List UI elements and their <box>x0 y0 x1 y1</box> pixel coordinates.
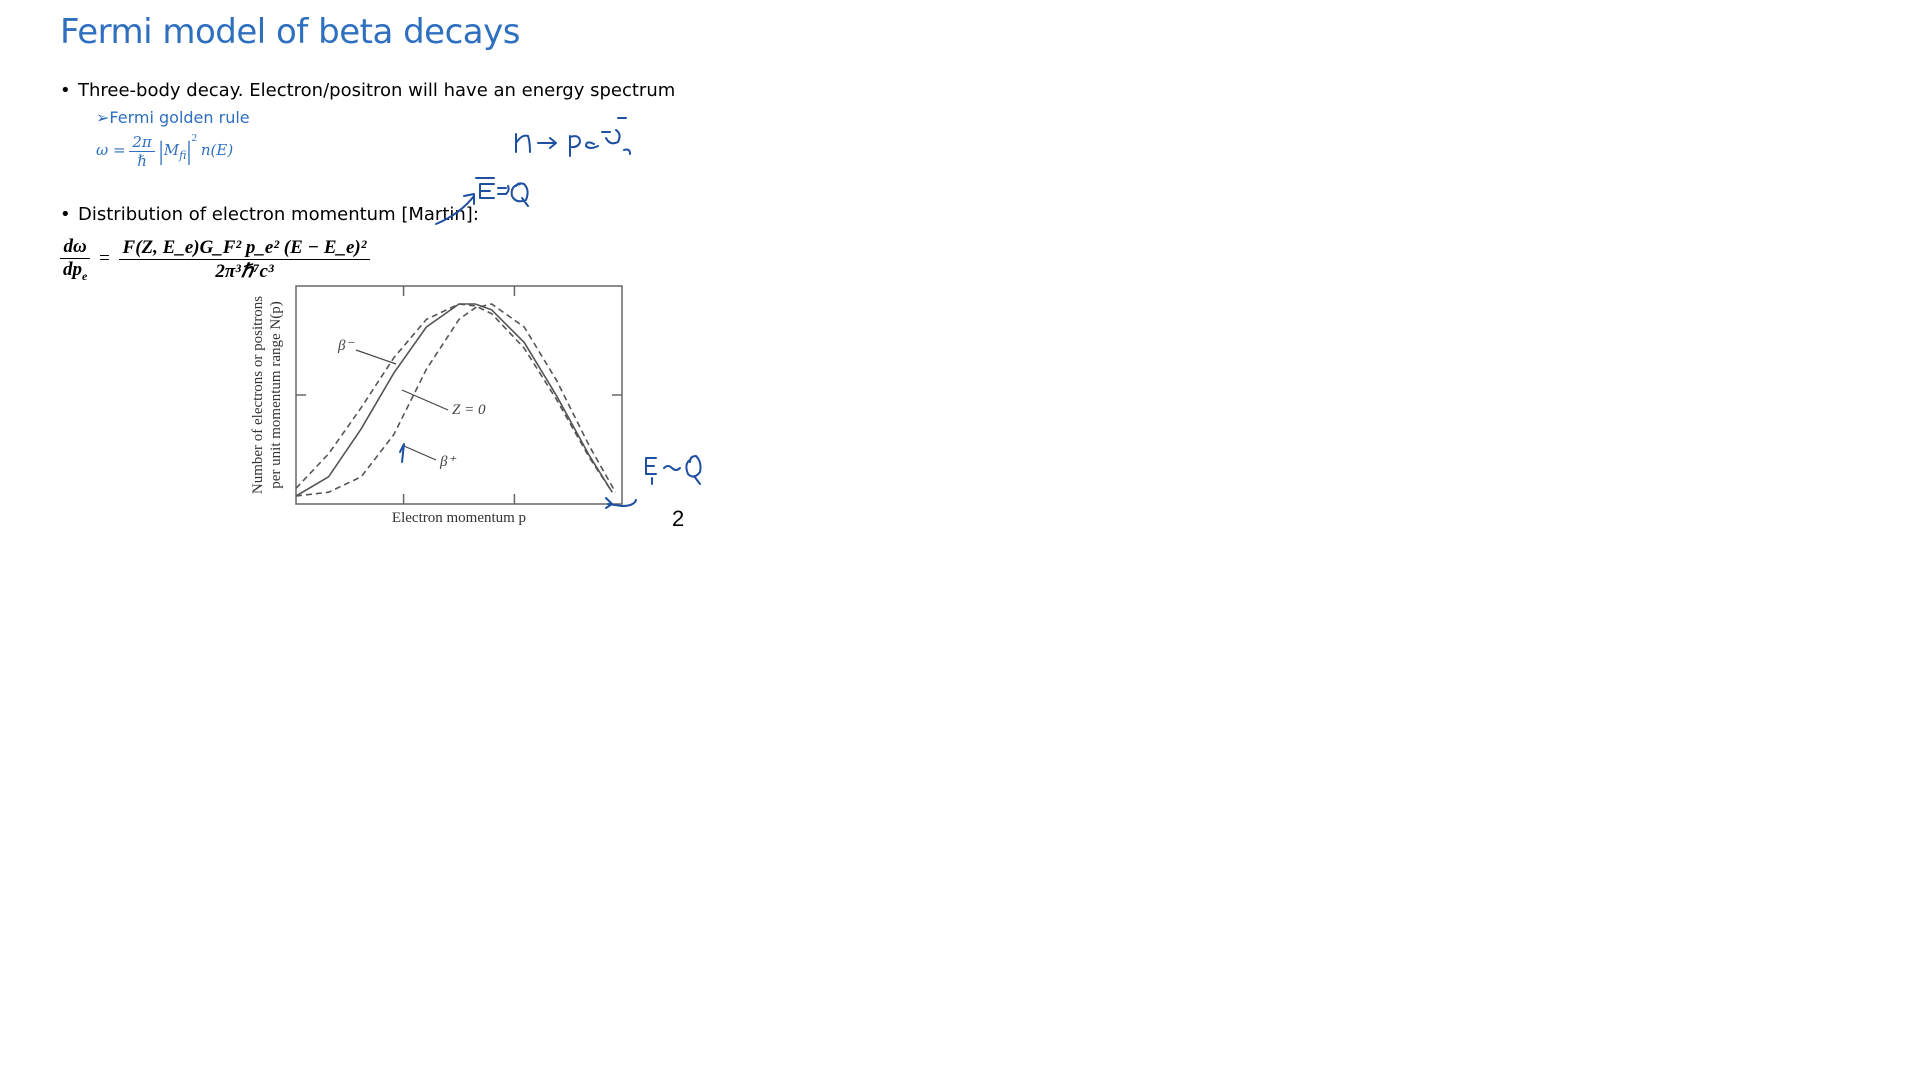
dist-rhs-den: 2π³ℏ⁷c³ <box>215 260 274 282</box>
bullet-dot: • <box>60 204 71 225</box>
annotation-z0-label: Z = 0 <box>452 402 486 418</box>
golden-density: n(E) <box>200 141 234 159</box>
bullet-dot: • <box>60 80 71 101</box>
dist-lhs-fraction: dω dpe <box>60 236 91 284</box>
series-line-1 <box>295 303 613 497</box>
slide-title: Fermi model of beta decays <box>60 12 520 52</box>
golden-den: ℏ <box>137 152 147 171</box>
dist-lhs-num: dω <box>60 236 91 259</box>
annotation-beta-minus-label: β⁻ <box>337 338 354 354</box>
golden-lhs: ω = <box>96 141 126 159</box>
x-axis-label: Electron momentum p <box>392 510 526 526</box>
distribution-formula: dω dpe = F(Z, E_e)G_F² p_e² (E − E_e)² 2… <box>60 236 371 284</box>
abs-bar-right: | <box>186 136 192 166</box>
golden-num: 2π <box>129 133 155 153</box>
golden-matrix-sub: fi <box>179 149 187 162</box>
bullet-text: Three-body decay. Electron/positron will… <box>78 80 676 101</box>
annotation-beta-plus-label: β⁺ <box>439 454 456 470</box>
golden-exponent: 2 <box>191 132 198 144</box>
dist-lhs-den: dpe <box>60 259 90 284</box>
bullet-text: Distribution of electron momentum [Marti… <box>78 204 479 225</box>
golden-matrix: M <box>163 141 180 159</box>
y-axis-label-line1: Number of electrons or positrons <box>250 296 266 494</box>
bullet-three-body: • Three-body decay. Electron/positron wil… <box>60 80 675 101</box>
dist-rhs-num: F(Z, E_e)G_F² p_e² (E − E_e)² <box>118 237 371 260</box>
golden-rule-formula: ω = 2π ℏ |Mfi|2 n(E) <box>96 132 233 170</box>
annotation-z0-arrow <box>401 389 449 411</box>
annotation-beta-plus-arrow <box>403 445 437 461</box>
series-line-2 <box>295 303 617 497</box>
dist-lhs-den-var: dp <box>63 259 82 280</box>
dist-rhs-fraction: F(Z, E_e)G_F² p_e² (E − E_e)² 2π³ℏ⁷c³ <box>118 237 371 283</box>
page-number: 2 <box>672 506 685 531</box>
dist-lhs-den-sub: e <box>82 268 88 283</box>
bullet-distribution: • Distribution of electron momentum [Mart… <box>60 204 479 225</box>
golden-fraction: 2π ℏ <box>129 133 155 171</box>
series-line-0 <box>295 303 613 493</box>
abs-bar-left: | <box>158 136 164 166</box>
annotation-beta-minus-arrow <box>355 349 397 365</box>
dist-equals: = <box>99 248 110 270</box>
y-axis-label-line2: per unit momentum range N(p) <box>268 301 284 488</box>
sub-bullet-golden-rule: ➢Fermi golden rule <box>96 108 250 127</box>
